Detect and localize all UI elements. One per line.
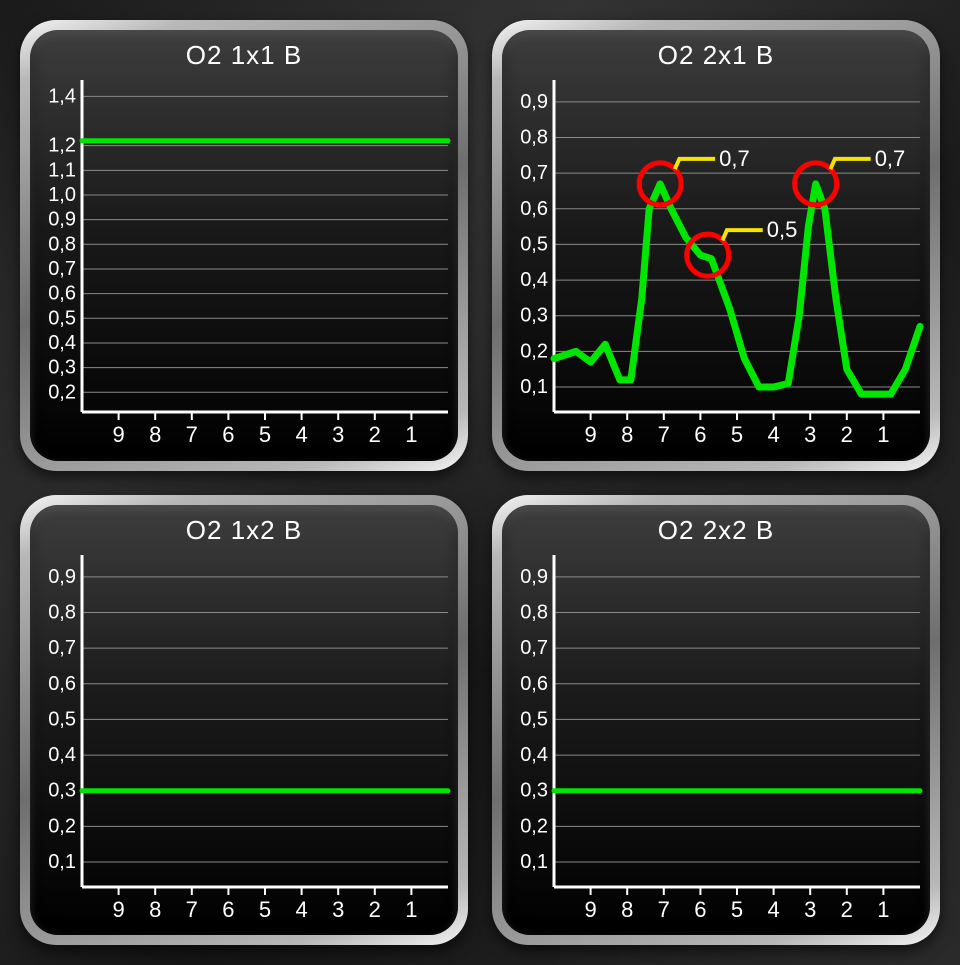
svg-text:7: 7 [658,422,670,447]
svg-text:0,2: 0,2 [48,815,76,837]
svg-text:0,5: 0,5 [48,307,76,329]
svg-text:0,1: 0,1 [48,851,76,873]
svg-text:0,5: 0,5 [48,708,76,730]
svg-text:1,0: 1,0 [48,184,76,206]
svg-text:0,7: 0,7 [48,258,76,280]
svg-text:0,2: 0,2 [520,340,548,362]
svg-text:9: 9 [584,422,596,447]
svg-text:0,2: 0,2 [520,815,548,837]
svg-text:1,2: 1,2 [48,135,76,157]
svg-text:2: 2 [369,897,381,922]
svg-text:0,2: 0,2 [48,381,76,403]
svg-text:7: 7 [186,422,198,447]
svg-text:0,5: 0,5 [767,217,798,242]
gauge-inner: O2 2x1 B 0,10,20,30,40,50,60,70,80,99876… [502,30,930,461]
svg-text:8: 8 [621,422,633,447]
svg-text:9: 9 [112,422,124,447]
svg-text:9: 9 [584,897,596,922]
gauge-inner: O2 2x2 B 0,10,20,30,40,50,60,70,80,99876… [502,505,930,936]
gauge-o2-1x2: O2 1x2 B 0,10,20,30,40,50,60,70,80,99876… [20,495,468,946]
svg-text:3: 3 [332,897,344,922]
svg-text:1: 1 [877,422,889,447]
svg-text:0,7: 0,7 [520,162,548,184]
svg-text:5: 5 [259,897,271,922]
svg-text:5: 5 [731,422,743,447]
svg-text:4: 4 [767,897,779,922]
svg-text:0,4: 0,4 [520,269,548,291]
svg-text:7: 7 [186,897,198,922]
svg-text:7: 7 [658,897,670,922]
svg-text:1: 1 [405,422,417,447]
svg-text:0,3: 0,3 [520,779,548,801]
svg-text:6: 6 [694,897,706,922]
svg-text:1,4: 1,4 [48,85,76,107]
svg-text:0,4: 0,4 [520,744,548,766]
svg-text:3: 3 [804,897,816,922]
svg-text:1: 1 [405,897,417,922]
gauge-o2-2x2: O2 2x2 B 0,10,20,30,40,50,60,70,80,99876… [492,495,940,946]
svg-text:0,8: 0,8 [48,601,76,623]
svg-text:0,9: 0,9 [48,565,76,587]
svg-text:5: 5 [259,422,271,447]
svg-text:0,9: 0,9 [48,209,76,231]
gauge-o2-2x1: O2 2x1 B 0,10,20,30,40,50,60,70,80,99876… [492,20,940,471]
svg-text:0,7: 0,7 [875,146,906,171]
svg-text:0,4: 0,4 [48,744,76,766]
svg-text:5: 5 [731,897,743,922]
svg-text:0,1: 0,1 [520,376,548,398]
svg-text:0,3: 0,3 [48,779,76,801]
gauge-inner: O2 1x1 B 0,20,30,40,50,60,70,80,91,01,11… [30,30,458,461]
svg-text:0,1: 0,1 [520,851,548,873]
svg-text:2: 2 [369,422,381,447]
svg-text:0,5: 0,5 [520,708,548,730]
chart-o2-1x1: 0,20,3 0,4 0,50,6 0,7 0,80,9 1,0 1,11,2 1,4 9876… [30,30,458,460]
svg-text:8: 8 [149,422,161,447]
svg-text:2: 2 [841,897,853,922]
svg-text:0,8: 0,8 [520,601,548,623]
gauge-inner: O2 1x2 B 0,10,20,30,40,50,60,70,80,99876… [30,505,458,936]
svg-text:2: 2 [841,422,853,447]
svg-text:0,6: 0,6 [520,198,548,220]
svg-text:0,9: 0,9 [520,91,548,113]
svg-text:9: 9 [112,897,124,922]
svg-text:8: 8 [621,897,633,922]
svg-text:3: 3 [332,422,344,447]
svg-text:0,6: 0,6 [48,283,76,305]
svg-text:6: 6 [222,897,234,922]
svg-text:0,7: 0,7 [48,637,76,659]
svg-text:0,9: 0,9 [520,565,548,587]
svg-text:0,4: 0,4 [48,332,76,354]
svg-text:0,3: 0,3 [520,305,548,327]
chart-o2-2x1: 0,1 0,2 0,3 0,4 0,5 0,6 0,7 0,8 0,9 987654321 0,7 0… [502,30,930,460]
svg-text:0,8: 0,8 [48,233,76,255]
chart-o2-1x2: 0,1 0,2 0,3 0,4 0,5 0,6 0,7 0,8 0,9 987654321 [30,505,458,935]
svg-text:4: 4 [767,422,779,447]
svg-text:6: 6 [694,422,706,447]
gauge-o2-1x1: O2 1x1 B 0,20,30,40,50,60,70,80,91,01,11… [20,20,468,471]
svg-text:3: 3 [804,422,816,447]
svg-text:1: 1 [877,897,889,922]
svg-text:0,7: 0,7 [520,637,548,659]
svg-text:8: 8 [149,897,161,922]
svg-text:6: 6 [222,422,234,447]
svg-text:4: 4 [295,897,307,922]
svg-text:0,3: 0,3 [48,357,76,379]
svg-text:0,6: 0,6 [520,672,548,694]
svg-text:0,5: 0,5 [520,233,548,255]
svg-text:0,6: 0,6 [48,672,76,694]
svg-text:4: 4 [295,422,307,447]
svg-text:0,8: 0,8 [520,126,548,148]
gauge-grid: O2 1x1 B 0,20,30,40,50,60,70,80,91,01,11… [0,0,960,965]
svg-text:0,7: 0,7 [719,146,750,171]
svg-text:1,1: 1,1 [48,159,76,181]
chart-o2-2x2: 0,1 0,2 0,3 0,4 0,5 0,6 0,7 0,8 0,9 987654321 [502,505,930,935]
